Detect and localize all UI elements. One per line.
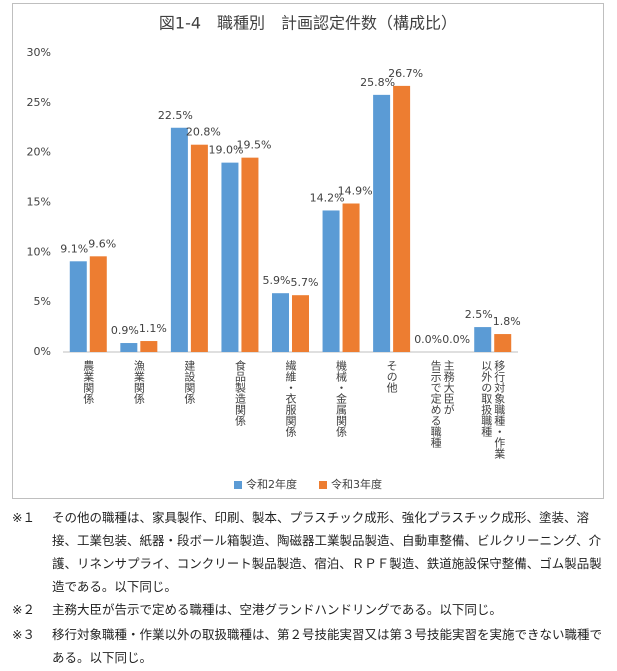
note-text: 移行対象職種・作業以外の取扱職種は、第２号技能実習又は第３号技能実習を実施できな…: [52, 627, 603, 665]
value-label: 20.8%: [186, 126, 221, 139]
chart-frame: [12, 3, 604, 499]
note-mark: ※１: [12, 510, 35, 525]
value-label: 0.0%: [414, 333, 442, 346]
y-tick-label: 5%: [34, 295, 51, 308]
x-tick-label: 移行対象職種・作業 以外の取扱職種: [479, 360, 506, 459]
bar: [241, 157, 259, 352]
y-tick-label: 30%: [27, 46, 51, 59]
legend-swatch: [319, 481, 327, 489]
value-label: 2.5%: [465, 308, 493, 321]
x-tick-label: 食品製造関係: [233, 360, 247, 426]
y-tick-label: 10%: [27, 245, 51, 258]
bar: [221, 162, 239, 352]
x-tick-label: 漁業関係: [132, 360, 146, 404]
value-label: 25.8%: [360, 76, 395, 89]
bar: [494, 334, 512, 352]
legend-label: 令和2年度: [246, 477, 297, 491]
note-mark: ※３: [12, 627, 35, 642]
note: ※２ 主務大臣が告示で定める職種は、空港グランドハンドリングである。以下同じ。: [12, 598, 607, 621]
x-tick-label: 農業関係: [81, 360, 95, 404]
bar: [170, 127, 188, 352]
chart-title: 図1-4 職種別 計画認定件数（構成比）: [159, 14, 457, 33]
value-label: 9.6%: [88, 237, 116, 250]
value-label: 19.0%: [208, 144, 243, 157]
x-tick-label: 主務大臣が 告示で定める職種: [429, 360, 456, 448]
note: ※３ 移行対象職種・作業以外の取扱職種は、第２号技能実習又は第３号技能実習を実施で…: [12, 623, 607, 669]
bar: [69, 261, 87, 352]
value-label: 5.9%: [263, 274, 291, 287]
bar: [120, 343, 138, 352]
note-text: 主務大臣が告示で定める職種は、空港グランドハンドリングである。以下同じ。: [52, 602, 502, 617]
value-label: 9.1%: [60, 242, 88, 255]
x-tick-label: 機械・金属関係: [334, 360, 348, 437]
bar: [342, 203, 360, 352]
value-label: 14.9%: [338, 184, 373, 197]
value-label: 0.0%: [442, 333, 470, 346]
bar: [140, 341, 158, 352]
bar: [190, 144, 208, 352]
value-label: 5.7%: [291, 276, 319, 289]
y-tick-label: 25%: [27, 96, 51, 109]
bar: [373, 94, 391, 353]
value-label: 22.5%: [158, 109, 193, 122]
value-label: 0.9%: [111, 324, 139, 337]
note-mark: ※２: [12, 602, 35, 617]
note-text: その他の職種は、家具製作、印刷、製本、プラスチック成形、強化プラスチック成形、塗…: [52, 510, 602, 594]
legend-swatch: [234, 481, 242, 489]
x-tick-label: その他: [385, 360, 399, 393]
value-label: 19.5%: [236, 139, 271, 152]
value-label: 1.8%: [493, 315, 521, 328]
value-label: 14.2%: [310, 191, 345, 204]
bar: [474, 327, 492, 352]
y-tick-label: 15%: [27, 196, 51, 209]
bar: [89, 256, 107, 352]
value-label: 26.7%: [388, 67, 423, 80]
bar: [393, 85, 411, 352]
bar: [292, 295, 309, 352]
y-tick-label: 20%: [27, 146, 51, 159]
y-tick-label: 0%: [34, 345, 51, 358]
legend-label: 令和3年度: [331, 477, 382, 491]
bar: [272, 293, 289, 352]
chart: 図1-4 職種別 計画認定件数（構成比） 0% 5% 10% 15% 20% 25% 30%…: [27, 14, 521, 492]
x-tick-label: 繊維・衣服関係: [284, 360, 297, 437]
bar: [322, 210, 340, 352]
note: ※１ その他の職種は、家具製作、印刷、製本、プラスチック成形、強化プラスチック成形…: [12, 506, 607, 598]
x-tick-label: 建設関係: [182, 360, 196, 404]
value-label: 1.1%: [139, 322, 167, 335]
